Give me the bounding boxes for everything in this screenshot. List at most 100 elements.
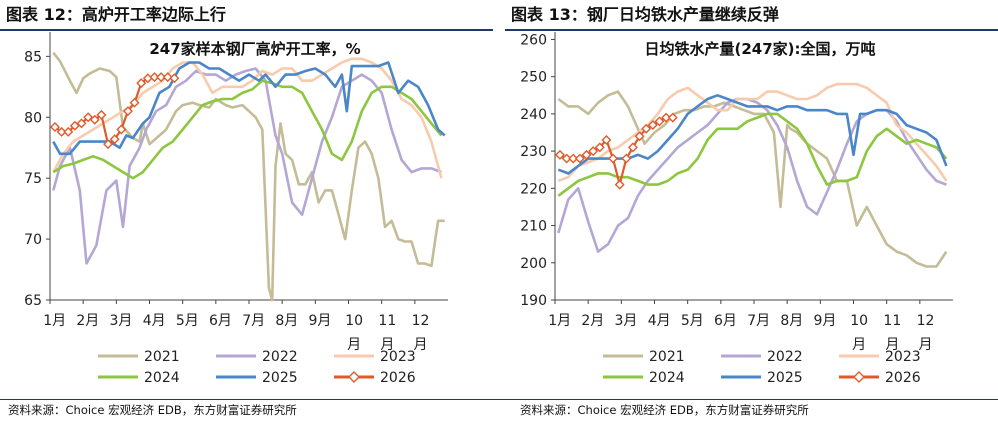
x-tick-label: 4月 (143, 313, 166, 329)
y-tick-label: 75 (24, 171, 42, 187)
y-tick-label: 260 (520, 32, 547, 48)
figure-title: 图表 12：高炉开工率边际上行 (6, 5, 226, 24)
y-tick-label: 220 (520, 181, 547, 197)
y-tick-label: 200 (520, 256, 547, 272)
legend-label: 2021 (649, 349, 685, 365)
x-tick-label: 6月 (714, 313, 737, 329)
y-tick-label: 70 (24, 232, 42, 248)
series-line-2024 (52, 79, 443, 180)
data-point-2026 (96, 109, 107, 120)
legend-item-2021: 2021 (98, 349, 180, 365)
legend-item-2026: 2026 (334, 370, 416, 386)
chart-panel-left: 图表 12：高炉开工率边际上行 247家样本钢厂高炉开工率，% 65 70 75 80 8… (0, 0, 493, 398)
series-line-2024 (557, 112, 948, 197)
legend-label: 2026 (885, 370, 921, 386)
legend-item-2025: 2025 (721, 370, 803, 386)
legend-label: 2026 (380, 370, 416, 386)
data-point-2026 (568, 153, 579, 164)
data-point-2026 (621, 153, 632, 164)
y-tick-label: 65 (24, 293, 42, 309)
series-line-2021 (52, 51, 445, 302)
data-point-2026 (116, 124, 127, 135)
legend-item-2024: 2024 (603, 370, 685, 386)
y-tick-label: 240 (520, 107, 547, 123)
data-point-2026 (129, 97, 140, 108)
legend-label: 2024 (144, 370, 180, 386)
x-tick-label: 1月 (548, 313, 571, 329)
legend-item-2021: 2021 (603, 349, 685, 365)
x-tick-label: 12 月 (412, 313, 430, 353)
x-tick-label: 2月 (76, 313, 99, 329)
x-tick-label: 10 月 (850, 313, 868, 353)
chart-panel-right: 图表 13：钢厂日均铁水产量继续反弹 日均铁水产量(247家):全国，万吨 190… (505, 0, 998, 398)
data-point-2026 (103, 139, 114, 150)
legend-label: 2022 (262, 349, 298, 365)
x-tick-label: 8月 (275, 313, 298, 329)
data-point-2026 (581, 149, 592, 160)
x-tick-label: 7月 (747, 313, 770, 329)
legend-label: 2025 (767, 370, 803, 386)
data-point-2026 (608, 153, 619, 164)
x-tick-label: 9月 (814, 313, 837, 329)
x-tick-label: 3月 (110, 313, 133, 329)
x-tick-label: 11 月 (883, 313, 901, 353)
x-tick-label: 9月 (309, 313, 332, 329)
legend-marker (348, 371, 360, 383)
x-tick-label: 1月 (43, 313, 66, 329)
y-tick-label: 190 (520, 293, 547, 309)
data-point-2026 (156, 72, 167, 83)
legend-label: 2022 (767, 349, 803, 365)
title-rule (505, 29, 998, 31)
footer-rule (0, 399, 998, 400)
chart-blast-furnace-rate: 247家样本钢厂高炉开工率，% 65 70 75 80 85 1月 2月 3月 4月 5月 6月 7月 8… (24, 32, 448, 386)
legend-item-2022: 2022 (216, 349, 298, 365)
legend-item-2022: 2022 (721, 349, 803, 365)
chart-title: 247家样本钢厂高炉开工率，% (149, 40, 360, 58)
series-line-2021 (557, 90, 948, 268)
data-point-2026 (627, 142, 638, 153)
data-point-2026 (594, 142, 605, 153)
title-rule (0, 29, 493, 31)
data-point-2026 (69, 120, 80, 131)
source-note: 资料来源：Choice 宏观经济 EDB，东方财富证券研究所 (8, 403, 297, 417)
x-tick-label: 8月 (780, 313, 803, 329)
x-tick-label: 2月 (581, 313, 604, 329)
x-tick-label: 10 月 (345, 313, 363, 353)
legend-label: 2025 (262, 370, 298, 386)
x-tick-label: 7月 (242, 313, 265, 329)
data-point-2026 (109, 134, 120, 145)
source-note: 资料来源：Choice 宏观经济 EDB，东方财富证券研究所 (520, 403, 809, 417)
data-point-2026 (614, 179, 625, 190)
series-line-2023 (557, 82, 948, 183)
x-tick-label: 5月 (176, 313, 199, 329)
legend-label: 2024 (649, 370, 685, 386)
legend-label: 2021 (144, 349, 180, 365)
y-tick-label: 250 (520, 70, 547, 86)
data-point-2026 (667, 112, 678, 123)
data-point-2026 (149, 72, 160, 83)
data-point-2026 (601, 134, 612, 145)
data-point-2026 (122, 106, 133, 117)
data-point-2026 (76, 118, 87, 129)
x-tick-label: 6月 (209, 313, 232, 329)
legend-marker (853, 371, 865, 383)
x-tick-label: 5月 (681, 313, 704, 329)
y-tick-label: 85 (24, 49, 42, 65)
series-line-2022 (52, 67, 442, 265)
data-point-2026 (561, 153, 572, 164)
data-point-2026 (136, 78, 147, 89)
data-point-2026 (83, 112, 94, 123)
y-tick-label: 210 (520, 219, 547, 235)
x-tick-label: 11 月 (378, 313, 396, 353)
data-point-2026 (634, 131, 645, 142)
data-point-2026 (49, 122, 60, 133)
data-point-2026 (654, 116, 665, 127)
legend-label: 2023 (885, 349, 921, 365)
data-point-2026 (554, 149, 565, 160)
y-tick-label: 230 (520, 144, 547, 160)
data-point-2026 (56, 126, 67, 137)
legend-item-2026: 2026 (839, 370, 921, 386)
figure-title: 图表 13：钢厂日均铁水产量继续反弹 (511, 5, 779, 24)
data-point-2026 (641, 123, 652, 134)
y-tick-label: 80 (24, 110, 42, 126)
